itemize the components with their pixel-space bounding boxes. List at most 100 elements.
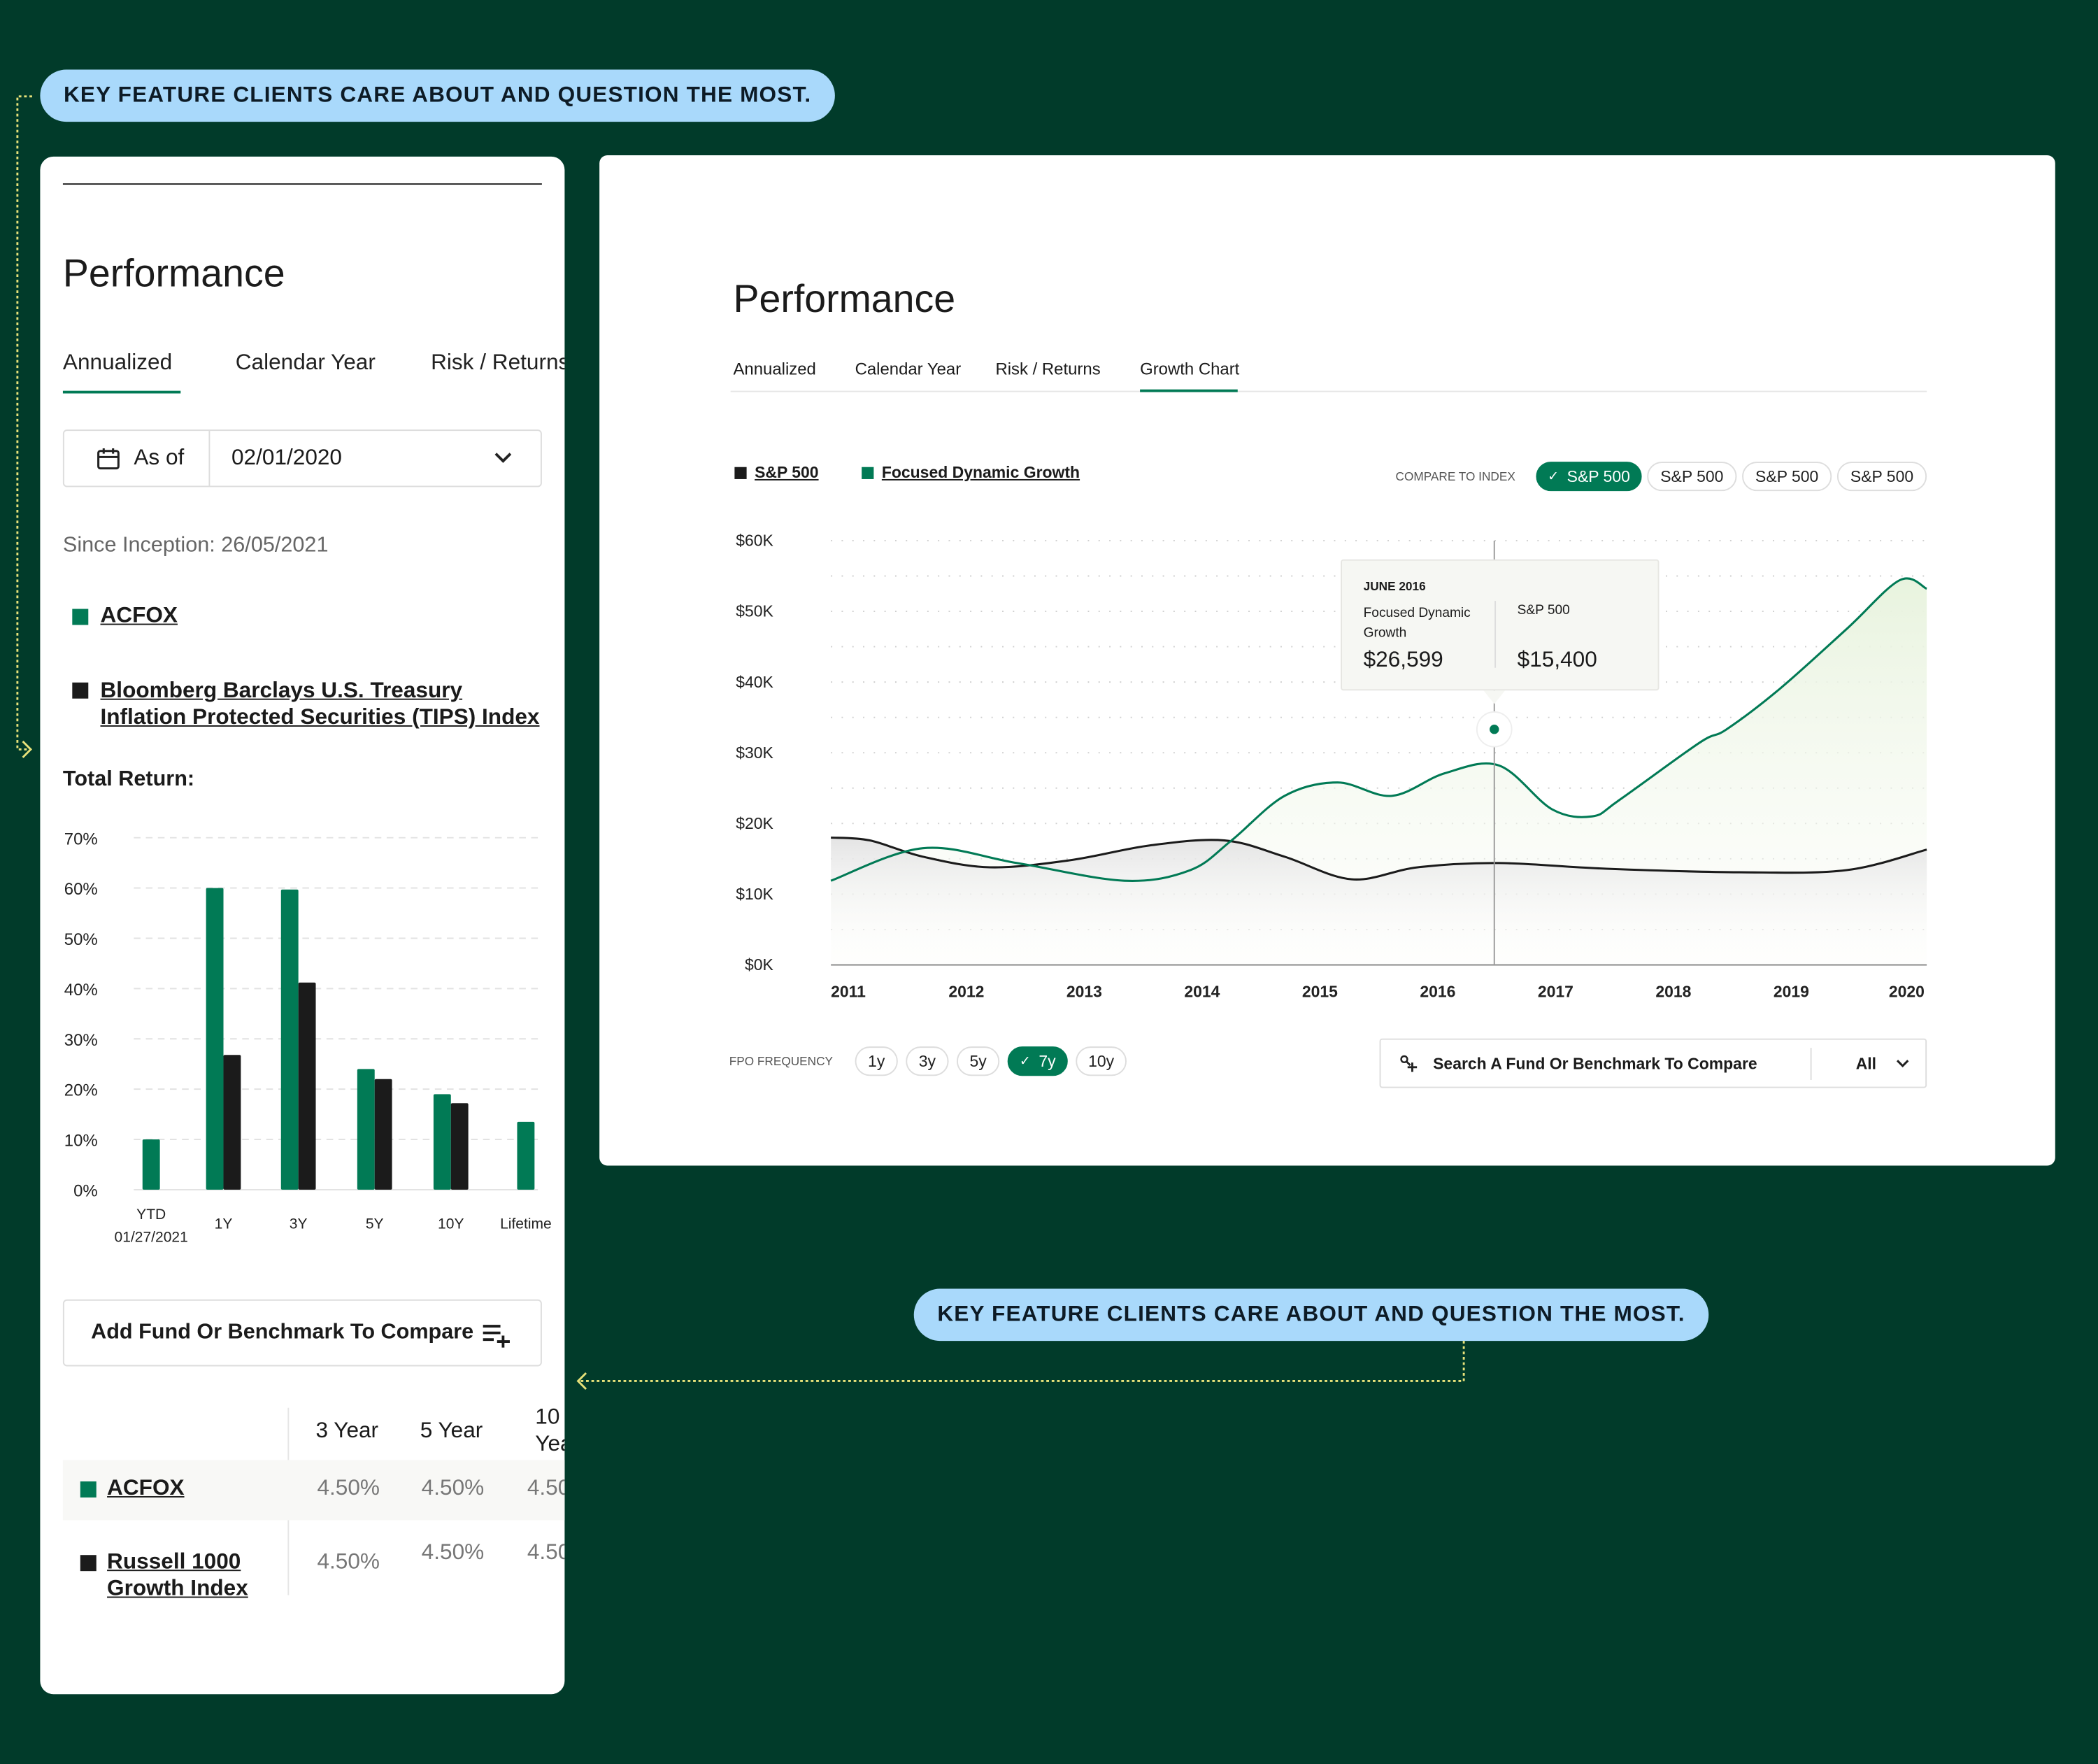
- x-tick-label: YTD: [136, 1207, 166, 1223]
- y-tick-label: $30K: [736, 744, 773, 762]
- playlist-add-icon: [483, 1325, 510, 1348]
- frequency-chip-selected[interactable]: ✓ 7y: [1007, 1046, 1068, 1076]
- divider: [208, 431, 210, 486]
- calendar-icon: [97, 448, 120, 470]
- x-tick-label: 2016: [1420, 982, 1455, 1000]
- x-tick-label: 2015: [1302, 982, 1338, 1000]
- page-title: Performance: [62, 252, 285, 296]
- x-tick-label: 2020: [1889, 982, 1925, 1000]
- filter-dropdown[interactable]: All: [1812, 1040, 1927, 1087]
- date-select[interactable]: As of 02/01/2020: [62, 429, 542, 488]
- row-name-link[interactable]: Russell 1000 Growth Index: [107, 1549, 248, 1601]
- bar-benchmark: [450, 1103, 469, 1190]
- compare-label: COMPARE TO INDEX: [1395, 469, 1515, 483]
- active-tab-indicator: [1140, 389, 1238, 392]
- legend-swatch: [734, 467, 747, 480]
- tab-risk-returns[interactable]: Risk / Returns: [431, 350, 565, 375]
- legend-benchmark[interactable]: Bloomberg Barclays U.S. Treasury Inflati…: [72, 677, 539, 731]
- search-fund-input[interactable]: Search A Fund Or Benchmark To Compare Al…: [1379, 1038, 1927, 1088]
- cell: 4.50%: [317, 1549, 380, 1574]
- x-tick-label: 2018: [1655, 982, 1691, 1000]
- fund-line: [830, 577, 1927, 882]
- chevron-down-icon: [1896, 1060, 1909, 1068]
- hover-marker-dot: [1490, 725, 1499, 734]
- x-tick-label: 2013: [1066, 982, 1102, 1000]
- legend-acfox[interactable]: ACFOX: [72, 604, 178, 629]
- filter-value: All: [1855, 1054, 1877, 1074]
- compare-chip-selected[interactable]: ✓ S&P 500: [1536, 462, 1642, 492]
- compare-chip[interactable]: S&P 500: [1647, 462, 1737, 492]
- chevron-down-icon: [494, 453, 512, 463]
- x-tick-label: 5Y: [366, 1216, 384, 1232]
- desktop-performance-card: Performance Annualized Calendar Year Ris…: [599, 155, 2055, 1166]
- y-tick-label: $50K: [736, 602, 773, 620]
- benchmark-line: [831, 836, 1927, 881]
- frequency-chip[interactable]: 1y: [855, 1046, 898, 1076]
- table-row: Russell 1000 Growth Index 4.50% 4.50% 4.5…: [63, 1540, 564, 1613]
- check-icon: ✓: [1019, 1053, 1031, 1069]
- tab-annualized[interactable]: Annualized: [62, 350, 173, 375]
- bar-acfox: [206, 888, 224, 1190]
- add-fund-label: Add Fund Or Benchmark To Compare: [91, 1321, 474, 1344]
- growth-line-chart: $0K $10K $20K $30K $40K $50K $60K 2011 2012 2013 2…: [736, 532, 1927, 1000]
- bar-benchmark: [374, 1079, 392, 1190]
- frequency-chip[interactable]: 5y: [956, 1046, 1000, 1076]
- legend-label[interactable]: S&P 500: [755, 462, 819, 482]
- frequency-chip[interactable]: 10y: [1076, 1046, 1127, 1076]
- tooltip-pointer: [1483, 690, 1506, 704]
- total-return-label: Total Return:: [62, 768, 195, 791]
- add-fund-button[interactable]: Add Fund Or Benchmark To Compare: [62, 1299, 542, 1367]
- y-tick-label: $10K: [736, 885, 773, 903]
- tab-calendar-year[interactable]: Calendar Year: [235, 350, 376, 375]
- cell: 4.50%: [527, 1540, 565, 1565]
- y-tick-label: 10%: [64, 1132, 98, 1151]
- table-row: ACFOX 4.50% 4.50% 4.50%: [62, 1460, 565, 1521]
- divider: [1810, 1048, 1812, 1081]
- frequency-chip[interactable]: 3y: [906, 1046, 949, 1076]
- legend-label-line2[interactable]: Inflation Protected Securities (TIPS) In…: [100, 705, 540, 730]
- tab-risk-returns[interactable]: Risk / Returns: [995, 360, 1101, 379]
- legend-sp500[interactable]: S&P 500: [734, 462, 819, 482]
- compare-chip[interactable]: S&P 500: [1836, 462, 1927, 492]
- as-of-label: As of: [134, 446, 185, 470]
- cell: 4.50%: [421, 1476, 485, 1500]
- tab-growth-chart[interactable]: Growth Chart: [1140, 360, 1240, 379]
- y-tick-label: 40%: [64, 981, 98, 1000]
- chip-label: 7y: [1039, 1051, 1056, 1071]
- legend-label-line1[interactable]: Bloomberg Barclays U.S. Treasury: [100, 678, 463, 703]
- col-header-10y: 10Year: [535, 1404, 564, 1456]
- divider: [62, 183, 542, 185]
- tab-calendar-year[interactable]: Calendar Year: [855, 360, 962, 379]
- col-header-5y: 5 Year: [420, 1418, 483, 1443]
- x-tick-label: 10Y: [438, 1216, 464, 1232]
- legend-focused-dynamic-growth[interactable]: Focused Dynamic Growth: [862, 463, 1080, 482]
- tooltip-date: JUNE 2016: [1363, 579, 1426, 593]
- y-tick-label: 30%: [64, 1031, 98, 1050]
- tabs-divider: [730, 390, 1927, 392]
- y-tick-label: 20%: [64, 1081, 98, 1100]
- x-tick-label: 2019: [1774, 982, 1809, 1000]
- cell: 4.50%: [527, 1476, 565, 1500]
- compare-chip[interactable]: S&P 500: [1742, 462, 1832, 492]
- active-tab-indicator: [62, 390, 181, 394]
- fund-area: [831, 578, 1927, 965]
- cell: 4.50%: [421, 1540, 485, 1565]
- x-tick-label: 2012: [948, 982, 984, 1000]
- y-tick-label: $0K: [745, 955, 774, 974]
- annotation-connector-bottom: [576, 1341, 1465, 1390]
- legend-swatch: [72, 608, 89, 625]
- x-tick-label: 3Y: [290, 1216, 308, 1232]
- row-name-link[interactable]: ACFOX: [107, 1476, 185, 1500]
- y-tick-label: $20K: [736, 814, 773, 832]
- legend-label[interactable]: ACFOX: [100, 603, 178, 628]
- since-inception: Since Inception: 26/05/2021: [62, 534, 329, 557]
- bar-benchmark: [223, 1055, 241, 1190]
- annotation-bottom: KEY FEATURE CLIENTS CARE ABOUT AND QUEST…: [913, 1288, 1709, 1342]
- search-placeholder: Search A Fund Or Benchmark To Compare: [1433, 1054, 1757, 1074]
- x-tick-label: Lifetime: [500, 1216, 552, 1232]
- y-tick-label: $40K: [736, 673, 773, 691]
- tab-annualized[interactable]: Annualized: [733, 360, 816, 379]
- legend-label[interactable]: Focused Dynamic Growth: [881, 462, 1080, 482]
- benchmark-area: [831, 837, 1927, 965]
- y-tick-label: 50%: [64, 930, 98, 949]
